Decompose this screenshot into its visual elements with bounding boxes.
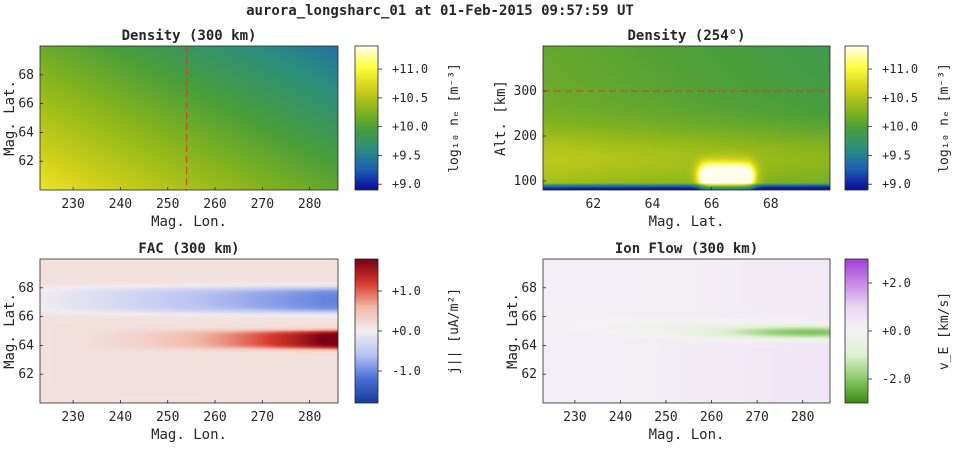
colorbar-tick-label: +10.5 bbox=[392, 91, 428, 105]
panel-fac-300km: FAC (300 km)230 240 250 260 270 28062646668Ma… bbox=[2, 241, 462, 443]
panel-title: Density (300 km) bbox=[122, 28, 257, 44]
x-tick-label: 280 bbox=[791, 410, 814, 425]
heatmap-image bbox=[543, 259, 830, 403]
colorbar: +9.0 +9.5 +10.0 +10.5 +11.0 log₁₀ nₑ [m⁻³] bbox=[844, 45, 952, 191]
y-tick-label: 66 bbox=[18, 97, 34, 112]
colorbar-tick-label: +9.5 bbox=[392, 148, 421, 162]
x-tick-label: 280 bbox=[298, 197, 321, 212]
colorbar-frame bbox=[354, 45, 379, 191]
y-axis-label: Mag. Lat. bbox=[505, 293, 521, 369]
panel-title: Density (254°) bbox=[627, 28, 745, 44]
panel-ion-flow-300km: Ion Flow (300 km) 230 240 250 260 270 280 62 64 6… bbox=[505, 241, 952, 443]
panel-title: FAC (300 km) bbox=[138, 241, 239, 257]
y-tick-label: 66 bbox=[18, 310, 34, 325]
colorbar-tick-label: +10.0 bbox=[392, 120, 428, 134]
colorbar-tick-label: +1.0 bbox=[392, 284, 421, 298]
x-tick-label: 240 bbox=[109, 410, 132, 425]
x-tick-label: 62 bbox=[585, 197, 601, 212]
x-tick-label: 270 bbox=[251, 197, 274, 212]
x-tick-label: 230 bbox=[563, 410, 586, 425]
colorbar-tick-label: +10.0 bbox=[882, 120, 918, 134]
x-tick-label: 250 bbox=[156, 197, 179, 212]
colorbar-tick-label: +9.0 bbox=[882, 177, 911, 191]
colorbar-tick-label: -2.0 bbox=[882, 372, 911, 386]
x-tick-label: 64 bbox=[645, 197, 661, 212]
x-tick-label: 230 bbox=[61, 410, 84, 425]
colorbar-tick-label: -1.0 bbox=[392, 364, 421, 378]
x-tick-label: 66 bbox=[704, 197, 720, 212]
colorbar-tick-label: +10.5 bbox=[882, 91, 918, 105]
y-tick-label: 64 bbox=[18, 338, 34, 353]
colorbar-frame bbox=[844, 45, 869, 191]
colorbar-tick-label: +9.0 bbox=[392, 177, 421, 191]
panel-title: Ion Flow (300 km) bbox=[615, 241, 758, 257]
x-tick-label: 230 bbox=[61, 197, 84, 212]
y-axis-label: Mag. Lat. bbox=[2, 293, 18, 369]
plot-frame bbox=[542, 45, 831, 191]
colorbar: -2.0 +0.0 +2.0 v_E [km/s] bbox=[844, 258, 952, 404]
x-tick-label: 250 bbox=[654, 410, 677, 425]
y-axis-label: Alt. [km] bbox=[493, 80, 509, 156]
colorbar-tick-label: +11.0 bbox=[882, 62, 918, 76]
heatmap-image bbox=[40, 259, 338, 403]
x-tick-label: 270 bbox=[251, 410, 274, 425]
colorbar-gradient bbox=[845, 259, 868, 403]
heatmap-image bbox=[543, 46, 830, 190]
y-tick-label: 68 bbox=[18, 68, 34, 83]
plot-frame bbox=[542, 258, 831, 404]
x-tick-label: 260 bbox=[203, 410, 226, 425]
panel-density-300km: Density (300 km) 230 240 250 260 270 280 62 64 66… bbox=[2, 28, 462, 230]
x-axis-label: Mag. Lat. bbox=[649, 214, 725, 230]
x-axis-label: Mag. Lon. bbox=[151, 214, 227, 230]
colorbar-label: v_E [km/s] bbox=[937, 292, 952, 370]
colorbar: -1.0 +0.0 +1.0 j|| [uA/m²] bbox=[354, 258, 462, 404]
x-tick-label: 240 bbox=[109, 197, 132, 212]
colorbar-label: log₁₀ nₑ [m⁻³] bbox=[937, 63, 952, 173]
x-tick-label: 270 bbox=[745, 410, 768, 425]
colorbar-tick-label: +0.0 bbox=[392, 324, 421, 338]
x-axis-label: Mag. Lon. bbox=[151, 427, 227, 443]
y-tick-label: 300 bbox=[514, 84, 537, 99]
x-tick-label: 240 bbox=[609, 410, 632, 425]
y-axis-label: Mag. Lat. bbox=[2, 80, 18, 156]
y-tick-label: 100 bbox=[514, 174, 537, 189]
x-axis-label: Mag. Lon. bbox=[649, 427, 725, 443]
y-tick-label: 68 bbox=[18, 281, 34, 296]
panel-density-254deg: Density (254°) 62 64 66 68 100 200 300 Mag. Lat.… bbox=[493, 28, 952, 230]
colorbar-tick-label: +9.5 bbox=[882, 148, 911, 162]
colorbar-tick-label: +11.0 bbox=[392, 62, 428, 76]
colorbar-gradient bbox=[845, 46, 868, 190]
y-tick-label: 62 bbox=[18, 367, 34, 382]
x-tick-label: 68 bbox=[763, 197, 779, 212]
figure-suptitle: aurora_longsharc_01 at 01-Feb-2015 09:57… bbox=[246, 3, 634, 19]
y-tick-label: 62 bbox=[18, 154, 34, 169]
x-tick-label: 260 bbox=[700, 410, 723, 425]
colorbar-label: j|| [uA/m²] bbox=[447, 288, 462, 374]
colorbar: +9.0 +9.5 +10.0 +10.5 +11.0 log₁₀ nₑ [m⁻³] bbox=[354, 45, 462, 191]
colorbar-tick-label: +0.0 bbox=[882, 324, 911, 338]
plot-frame bbox=[39, 258, 339, 404]
colorbar-gradient bbox=[355, 46, 378, 190]
y-tick-label: 64 bbox=[521, 338, 537, 353]
heatmap-image bbox=[40, 46, 338, 190]
colorbar-tick-label: +2.0 bbox=[882, 276, 911, 290]
plot-frame bbox=[39, 45, 339, 191]
colorbar-gradient bbox=[355, 259, 378, 403]
y-tick-label: 64 bbox=[18, 125, 34, 140]
y-tick-label: 66 bbox=[521, 310, 537, 325]
x-tick-label: 250 bbox=[156, 410, 179, 425]
y-tick-label: 200 bbox=[514, 129, 537, 144]
x-tick-label: 260 bbox=[203, 197, 226, 212]
colorbar-label: log₁₀ nₑ [m⁻³] bbox=[447, 63, 462, 173]
x-tick-label: 280 bbox=[298, 410, 321, 425]
y-tick-label: 68 bbox=[521, 281, 537, 296]
y-tick-label: 62 bbox=[521, 367, 537, 382]
